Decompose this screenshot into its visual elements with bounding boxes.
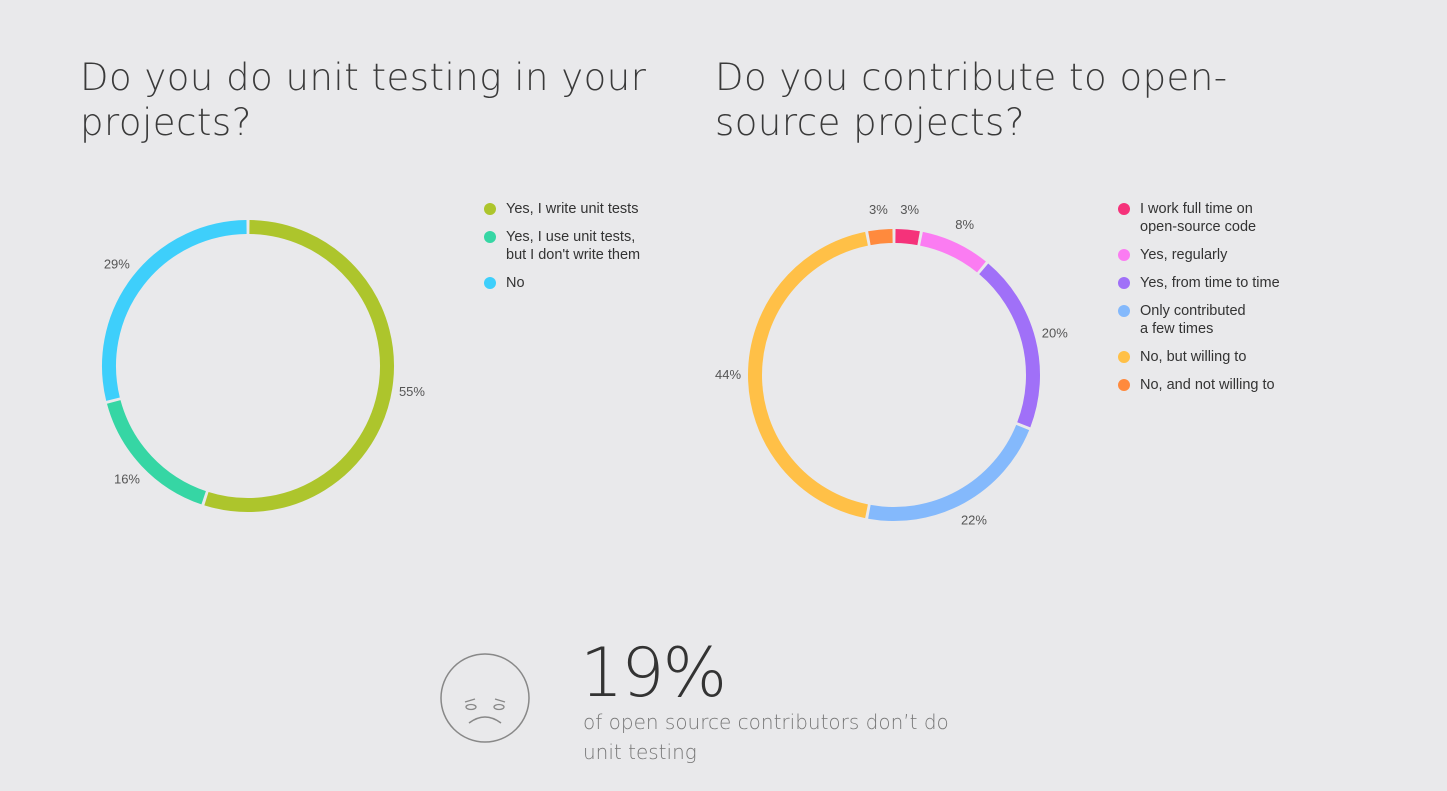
donut-slice	[748, 231, 868, 519]
slice-value-label: 3%	[900, 202, 919, 217]
legend-label: Only contributed a few times	[1140, 303, 1246, 337]
legend-item: Yes, I write unit tests	[484, 200, 704, 218]
stat-value: 19%	[580, 634, 727, 713]
unit-testing-donut-chart: 55% 16% 29%	[102, 220, 425, 512]
open-source-donut-chart: 3% 8% 20% 22% 44% 3%	[715, 202, 1068, 528]
slice-value-label: 44%	[715, 367, 741, 382]
legend-label: Yes, regularly	[1140, 247, 1228, 263]
legend-item: Yes, from time to time	[1118, 274, 1348, 292]
legend-swatch	[1118, 249, 1130, 261]
slice-value-label: 22%	[961, 512, 987, 527]
legend-label: No, but willing to	[1140, 349, 1247, 365]
donut-slice	[106, 400, 207, 505]
legend-item: No	[484, 274, 704, 292]
donut-slice	[868, 229, 893, 246]
legend-label: Yes, I write unit tests	[506, 201, 639, 217]
donut-slice	[919, 231, 986, 273]
legend-label: I work full time on open-source code	[1140, 201, 1257, 235]
stat-description: of open source contributors don’t do uni…	[583, 710, 949, 764]
unit-testing-legend: Yes, I write unit tests Yes, I use unit t…	[484, 200, 704, 302]
donut-slice	[868, 424, 1030, 521]
legend-swatch	[1118, 379, 1130, 391]
donut-slice	[979, 263, 1040, 428]
legend-swatch	[484, 231, 496, 243]
legend-swatch	[1118, 305, 1130, 317]
legend-item: I work full time on open-source code	[1118, 200, 1348, 236]
legend-item: Yes, regularly	[1118, 246, 1348, 264]
legend-item: Only contributed a few times	[1118, 302, 1348, 338]
donut-slice	[102, 220, 247, 401]
legend-swatch	[1118, 277, 1130, 289]
legend-label: Yes, from time to time	[1140, 275, 1280, 291]
sad-face-icon	[440, 653, 530, 743]
legend-item: No, but willing to	[1118, 348, 1348, 366]
slice-value-label: 3%	[869, 202, 888, 217]
slice-value-label: 29%	[104, 256, 130, 271]
legend-label: Yes, I use unit tests, but I don't write…	[506, 229, 641, 263]
legend-swatch	[1118, 351, 1130, 363]
legend-swatch	[1118, 203, 1130, 215]
slice-value-label: 20%	[1042, 326, 1068, 341]
slice-value-label: 16%	[114, 472, 140, 487]
slice-value-label: 55%	[399, 384, 425, 399]
open-source-legend: I work full time on open-source code Yes,…	[1118, 200, 1348, 404]
slice-value-label: 8%	[955, 217, 974, 232]
chart-title-open-source: Do you contribute to open-source project…	[715, 56, 1228, 144]
legend-label: No	[506, 275, 525, 291]
chart-title-unit-testing: Do you do unit testing in your projects?	[80, 56, 647, 144]
legend-item: Yes, I use unit tests, but I don't write…	[484, 228, 704, 264]
legend-swatch	[484, 277, 496, 289]
legend-item: No, and not willing to	[1118, 376, 1348, 394]
legend-swatch	[484, 203, 496, 215]
donut-slice	[895, 229, 920, 246]
legend-label: No, and not willing to	[1140, 377, 1275, 393]
donut-slice	[204, 220, 394, 512]
